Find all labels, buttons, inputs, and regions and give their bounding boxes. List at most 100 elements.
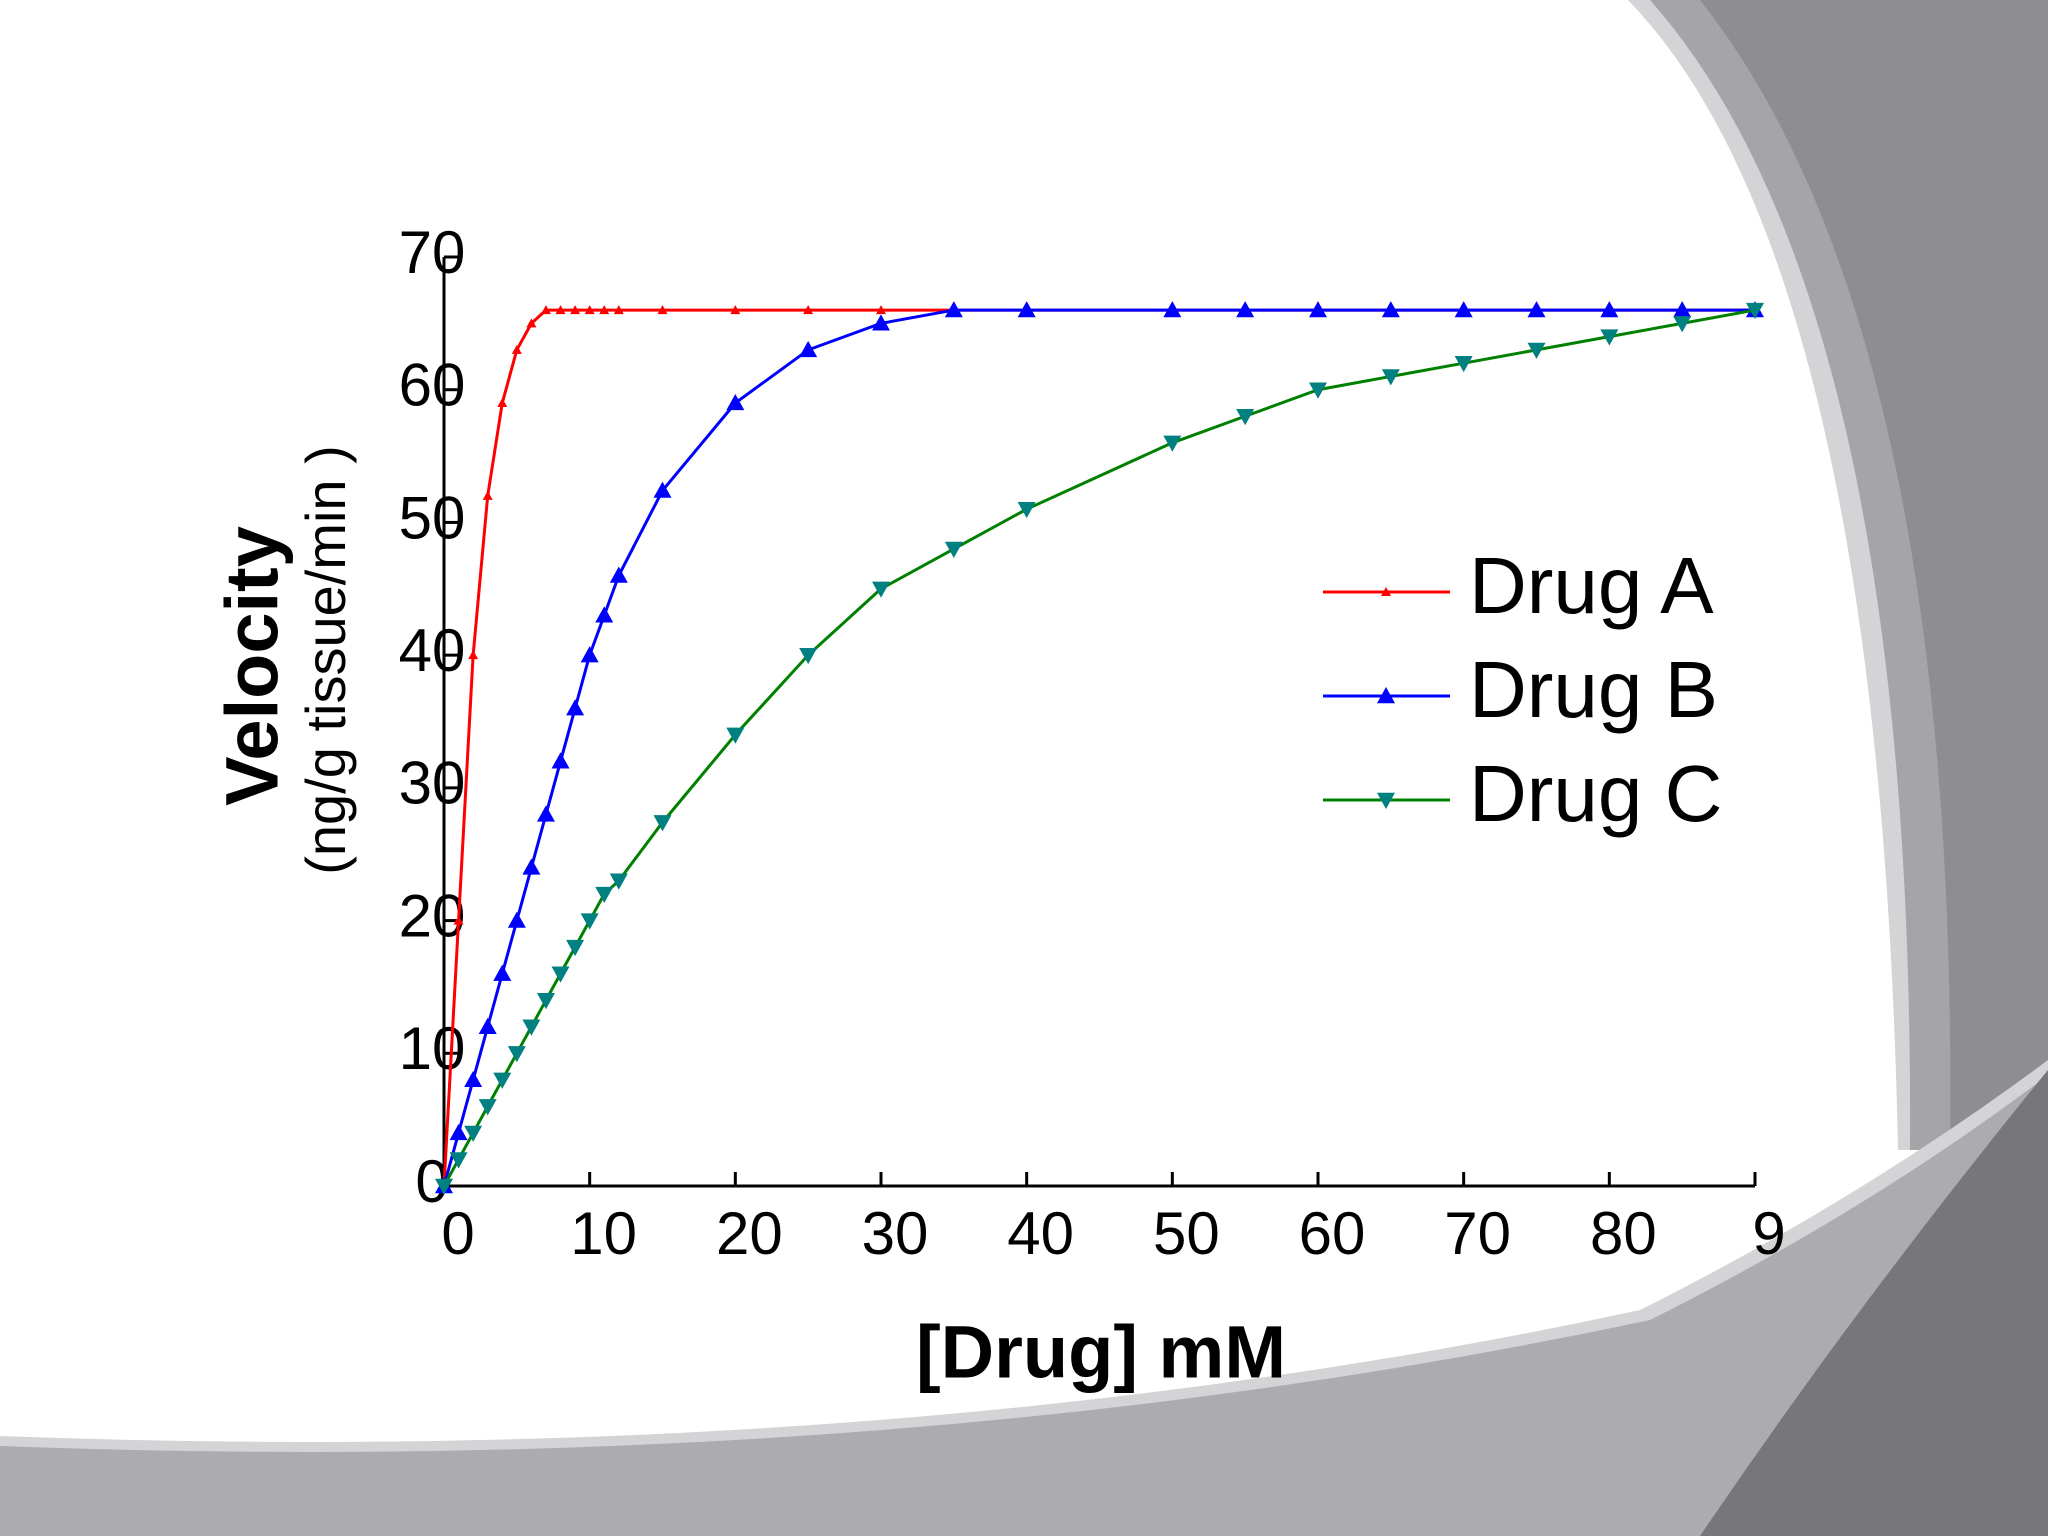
data-point (872, 314, 890, 331)
x-tick-label: 0 (441, 1200, 474, 1267)
data-point (507, 1046, 526, 1063)
x-axis-title: [Drug] mM (916, 1311, 1286, 1394)
x-tick-label: 20 (716, 1200, 783, 1267)
data-point (540, 305, 551, 315)
data-point (1746, 302, 1764, 320)
y-tick-label: 40 (399, 617, 466, 684)
data-point (613, 305, 624, 315)
data-point (1600, 329, 1619, 346)
decor-shape (0, 1075, 2048, 1536)
x-tick-label: 50 (1153, 1200, 1220, 1267)
legend-marker (1377, 687, 1395, 704)
x-tick-label: 70 (1444, 1200, 1511, 1267)
data-point (493, 964, 512, 981)
data-point (1454, 355, 1473, 373)
x-tick-label: 10 (570, 1200, 637, 1267)
data-point (584, 305, 595, 315)
data-point (497, 397, 508, 407)
data-point (507, 911, 526, 928)
data-point (872, 581, 890, 598)
data-point (511, 344, 522, 354)
data-point (536, 805, 555, 822)
x-tick-label: 40 (1007, 1200, 1074, 1267)
y-tick-label: 70 (399, 219, 466, 286)
data-point (944, 541, 963, 558)
data-point (657, 305, 668, 315)
decor-shape (1700, 0, 2048, 1150)
data-point (726, 393, 745, 411)
data-point (609, 873, 628, 890)
data-point (599, 305, 610, 315)
data-point (464, 1125, 483, 1142)
data-point (730, 305, 741, 315)
legend-label: Drug A (1469, 541, 1714, 630)
data-point (566, 699, 585, 716)
y-axis-title: Velocity (211, 526, 294, 806)
data-point (464, 1070, 483, 1088)
y-tick-label: 10 (399, 1015, 466, 1082)
data-point (1236, 301, 1255, 318)
data-point (468, 650, 479, 660)
data-point (653, 815, 672, 832)
x-tick-label: 80 (1590, 1200, 1657, 1267)
data-point (526, 318, 537, 328)
data-point (522, 1019, 541, 1036)
data-point (1381, 301, 1400, 318)
data-point (580, 646, 599, 663)
data-point (1163, 435, 1182, 452)
data-point (1600, 301, 1619, 318)
data-point (595, 606, 614, 623)
x-tick-label: 30 (862, 1200, 929, 1267)
data-point (453, 915, 464, 925)
legend-label: Drug B (1469, 645, 1718, 734)
data-point (1309, 382, 1327, 399)
data-point (580, 913, 599, 930)
data-point (1017, 501, 1036, 519)
data-point (803, 305, 814, 315)
data-point (799, 647, 818, 665)
legend-marker (1381, 587, 1391, 596)
y-tick-label: 50 (399, 484, 466, 551)
data-point (944, 301, 963, 318)
data-point (595, 886, 614, 904)
data-point (1381, 369, 1400, 386)
data-point (1673, 316, 1692, 333)
legend-marker (1377, 792, 1395, 809)
data-point (653, 481, 672, 498)
data-point (1673, 301, 1692, 318)
data-point (555, 305, 566, 315)
data-point (482, 490, 493, 500)
data-point (799, 340, 818, 358)
data-point (449, 1152, 468, 1169)
decor-shape (1700, 1070, 2048, 1536)
data-point (1527, 301, 1546, 318)
data-point (551, 752, 570, 769)
data-point (478, 1017, 497, 1034)
data-point (536, 993, 555, 1010)
y-tick-label: 30 (399, 750, 466, 817)
legend-label: Drug C (1469, 749, 1722, 838)
series-line (442, 308, 1755, 1187)
data-point (1527, 342, 1546, 359)
data-point (435, 1178, 453, 1195)
data-point (726, 727, 745, 744)
series-line (442, 308, 1756, 1187)
data-point (449, 1123, 468, 1141)
y-tick-label: 20 (399, 882, 466, 949)
data-point (522, 858, 541, 875)
data-point (1163, 301, 1182, 318)
data-point (1236, 409, 1255, 426)
data-point (493, 1072, 512, 1089)
data-point (1017, 301, 1036, 318)
data-point (876, 305, 886, 315)
data-point (570, 305, 581, 315)
data-point (1454, 301, 1473, 318)
data-point (609, 566, 628, 583)
data-point (566, 939, 585, 957)
y-tick-label: 60 (399, 352, 466, 419)
x-tick-label: 60 (1299, 1200, 1366, 1267)
x-tick-label: 9 (1752, 1200, 1785, 1267)
data-point (1309, 301, 1327, 318)
